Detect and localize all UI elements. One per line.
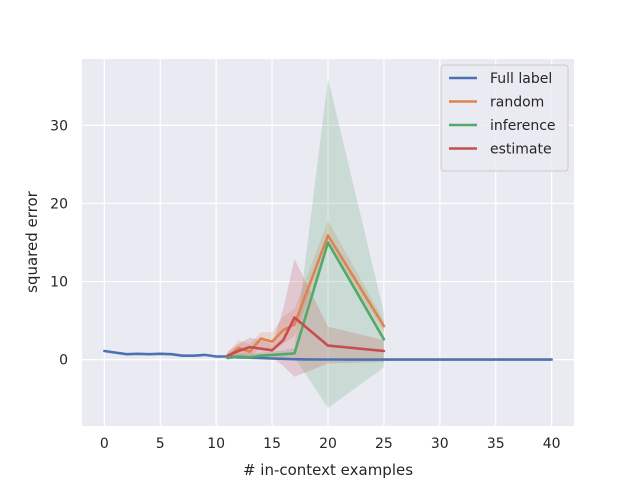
x-tick-label: 40 [543,436,561,452]
x-tick-label: 20 [319,436,337,452]
x-tick-label: 10 [207,436,225,452]
y-tick-label: 0 [59,353,68,369]
y-axis-title: squared error [23,190,41,293]
x-tick-label: 25 [375,436,393,452]
legend-label: inference [490,118,556,134]
series-lines [103,234,553,361]
series-line [226,316,386,358]
legend-box [440,64,569,172]
x-tick-label: 0 [100,436,109,452]
y-tick-label: 10 [50,275,68,291]
legend-label: Full label [490,71,552,87]
x-tick-label: 5 [156,436,165,452]
x-axis-title: # in-context examples [243,461,413,479]
confidence-band [227,220,384,359]
y-tick-label: 20 [50,196,68,212]
x-tick-label: 35 [487,436,505,452]
tick-labels: 0 5 10 15 20 25 30 35 40 0 10 20 30 [50,118,560,452]
x-tick-label: 15 [263,436,281,452]
confidence-band [227,78,384,408]
legend-label: estimate [490,142,552,158]
legend-label: random [490,95,544,111]
series-line [226,241,386,360]
y-tick-label: 30 [50,118,68,134]
x-tick-label: 30 [431,436,449,452]
legend: Full label random inference estimate [440,64,569,172]
series-line [103,349,553,361]
